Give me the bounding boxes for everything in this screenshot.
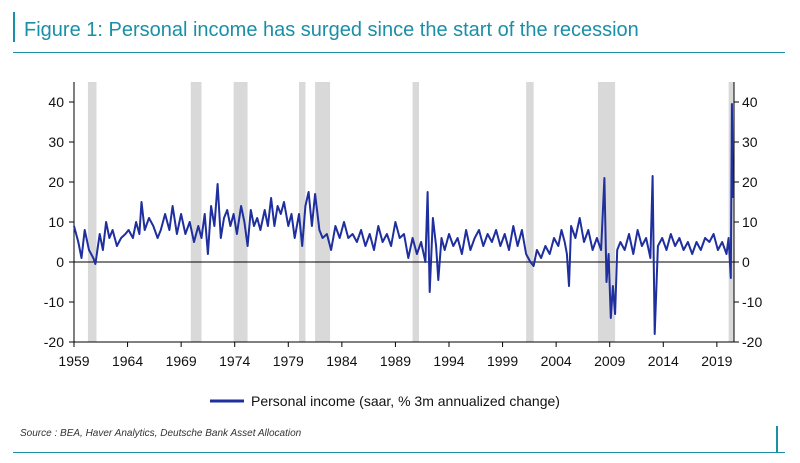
x-tick-label: 1959 bbox=[58, 353, 89, 369]
y-tick-label-left: 0 bbox=[56, 254, 64, 270]
x-tick-label: 2009 bbox=[594, 353, 625, 369]
bottom-accent-bar bbox=[776, 426, 778, 453]
y-tick-label-right: -20 bbox=[742, 334, 762, 350]
y-tick-label-left: -10 bbox=[44, 294, 64, 310]
axes: -20 -10 0 10 20 30 40 -20 -10 0 10 20 30 40 1959 1964 19… bbox=[44, 82, 762, 369]
x-tick-label: 1969 bbox=[166, 353, 197, 369]
bottom-divider bbox=[13, 452, 785, 453]
recession-band bbox=[412, 82, 419, 342]
y-tick-label-left: 20 bbox=[48, 174, 64, 190]
y-tick-label-right: 0 bbox=[742, 254, 750, 270]
x-tick-label: 1984 bbox=[326, 353, 357, 369]
recession-band bbox=[87, 82, 97, 342]
recession-band bbox=[315, 82, 331, 342]
series-layer bbox=[73, 103, 734, 335]
y-tick-label-right: 30 bbox=[742, 134, 758, 150]
legend-label: Personal income (saar, % 3m annualized c… bbox=[251, 393, 560, 409]
title-divider bbox=[13, 52, 785, 53]
x-tick-label: 1974 bbox=[219, 353, 250, 369]
y-tick-label-right: -10 bbox=[742, 294, 762, 310]
y-tick-label-right: 20 bbox=[742, 174, 758, 190]
x-tick-label: 1979 bbox=[273, 353, 304, 369]
legend: Personal income (saar, % 3m annualized c… bbox=[210, 393, 560, 409]
x-tick-label: 1999 bbox=[487, 353, 518, 369]
x-tick-label: 2014 bbox=[648, 353, 679, 369]
y-tick-label-left: 10 bbox=[48, 214, 64, 230]
chart-title: Figure 1: Personal income has surged sin… bbox=[24, 19, 639, 41]
y-tick-label-left: 30 bbox=[48, 134, 64, 150]
series-line-personal-income bbox=[73, 103, 734, 335]
x-tick-label: 2004 bbox=[541, 353, 572, 369]
y-tick-label-right: 40 bbox=[742, 94, 758, 110]
title-accent-bar bbox=[13, 12, 15, 42]
recession-band bbox=[597, 82, 616, 342]
x-tick-label: 1964 bbox=[112, 353, 143, 369]
recession-band bbox=[526, 82, 534, 342]
y-tick-label-left: 40 bbox=[48, 94, 64, 110]
recession-band bbox=[190, 82, 202, 342]
recession-band bbox=[299, 82, 306, 342]
recession-bands bbox=[87, 82, 734, 342]
x-tick-label: 2019 bbox=[701, 353, 732, 369]
x-tick-label: 1994 bbox=[433, 353, 464, 369]
y-tick-label-left: -20 bbox=[44, 334, 64, 350]
x-tick-label: 1989 bbox=[380, 353, 411, 369]
source-note: Source : BEA, Haver Analytics, Deutsche … bbox=[20, 428, 302, 439]
y-tick-label-right: 10 bbox=[742, 214, 758, 230]
